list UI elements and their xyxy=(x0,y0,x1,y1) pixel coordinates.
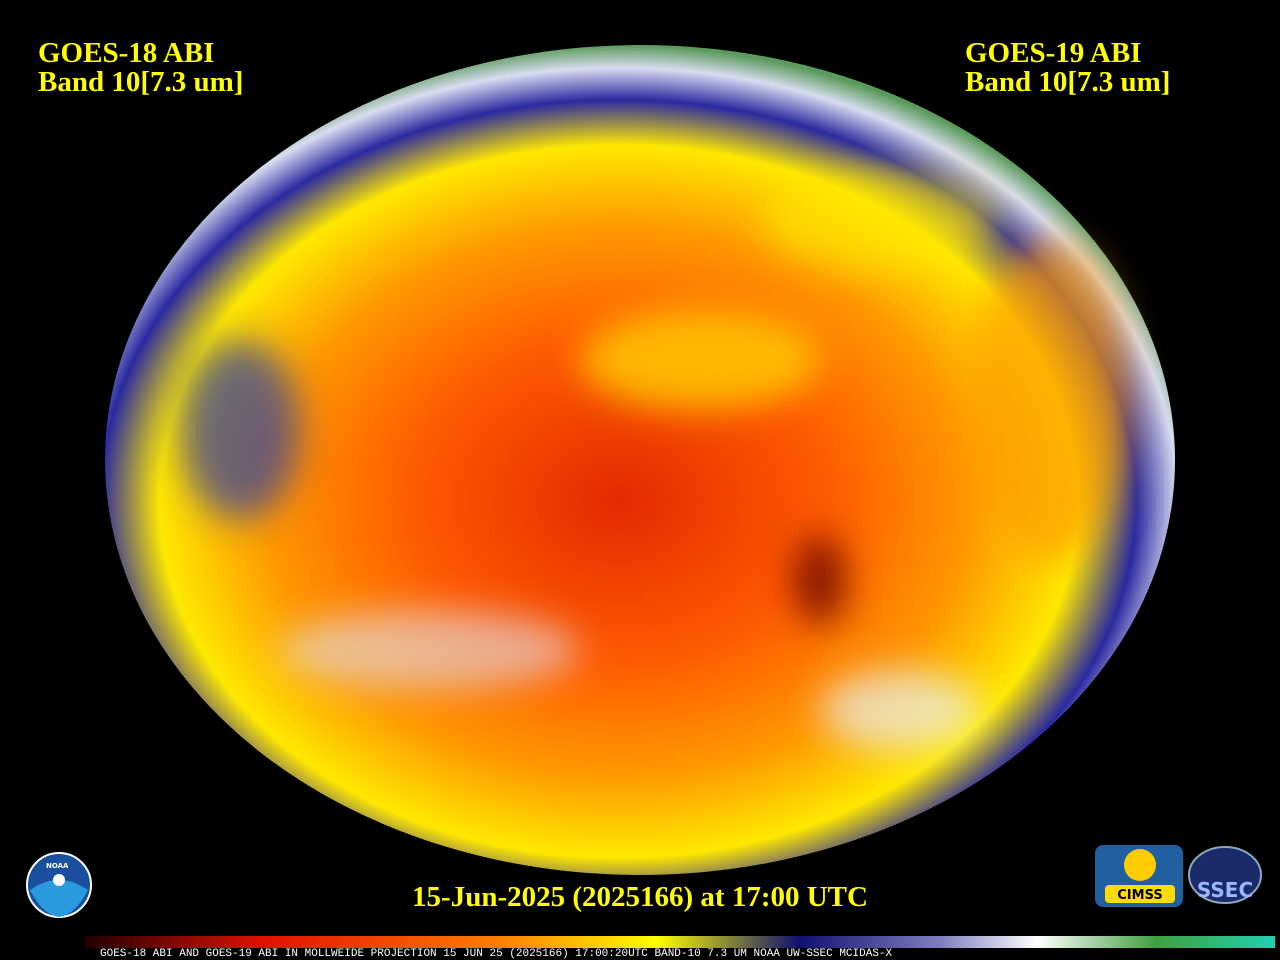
cimss-logo: CIMSS xyxy=(1095,845,1183,907)
ssec-logo: SSEC xyxy=(1188,846,1262,904)
timestamp: 15-Jun-2025 (2025166) at 17:00 UTC xyxy=(412,881,868,913)
right-title: GOES-19 ABI xyxy=(965,37,1141,69)
noaa-text: NOAA xyxy=(46,862,69,870)
left-band: Band 10[7.3 um] xyxy=(38,66,243,98)
footer-caption: GOES-18 ABI AND GOES-19 ABI IN MOLLWEIDE… xyxy=(100,948,893,960)
noaa-logo: NOAA xyxy=(26,852,92,918)
left-title: GOES-18 ABI xyxy=(38,37,214,69)
ssec-text: SSEC xyxy=(1197,878,1253,902)
color-bar xyxy=(85,936,1275,948)
right-band: Band 10[7.3 um] xyxy=(965,66,1170,98)
cimss-text: CIMSS xyxy=(1117,888,1162,903)
cloud-features xyxy=(180,170,1130,750)
